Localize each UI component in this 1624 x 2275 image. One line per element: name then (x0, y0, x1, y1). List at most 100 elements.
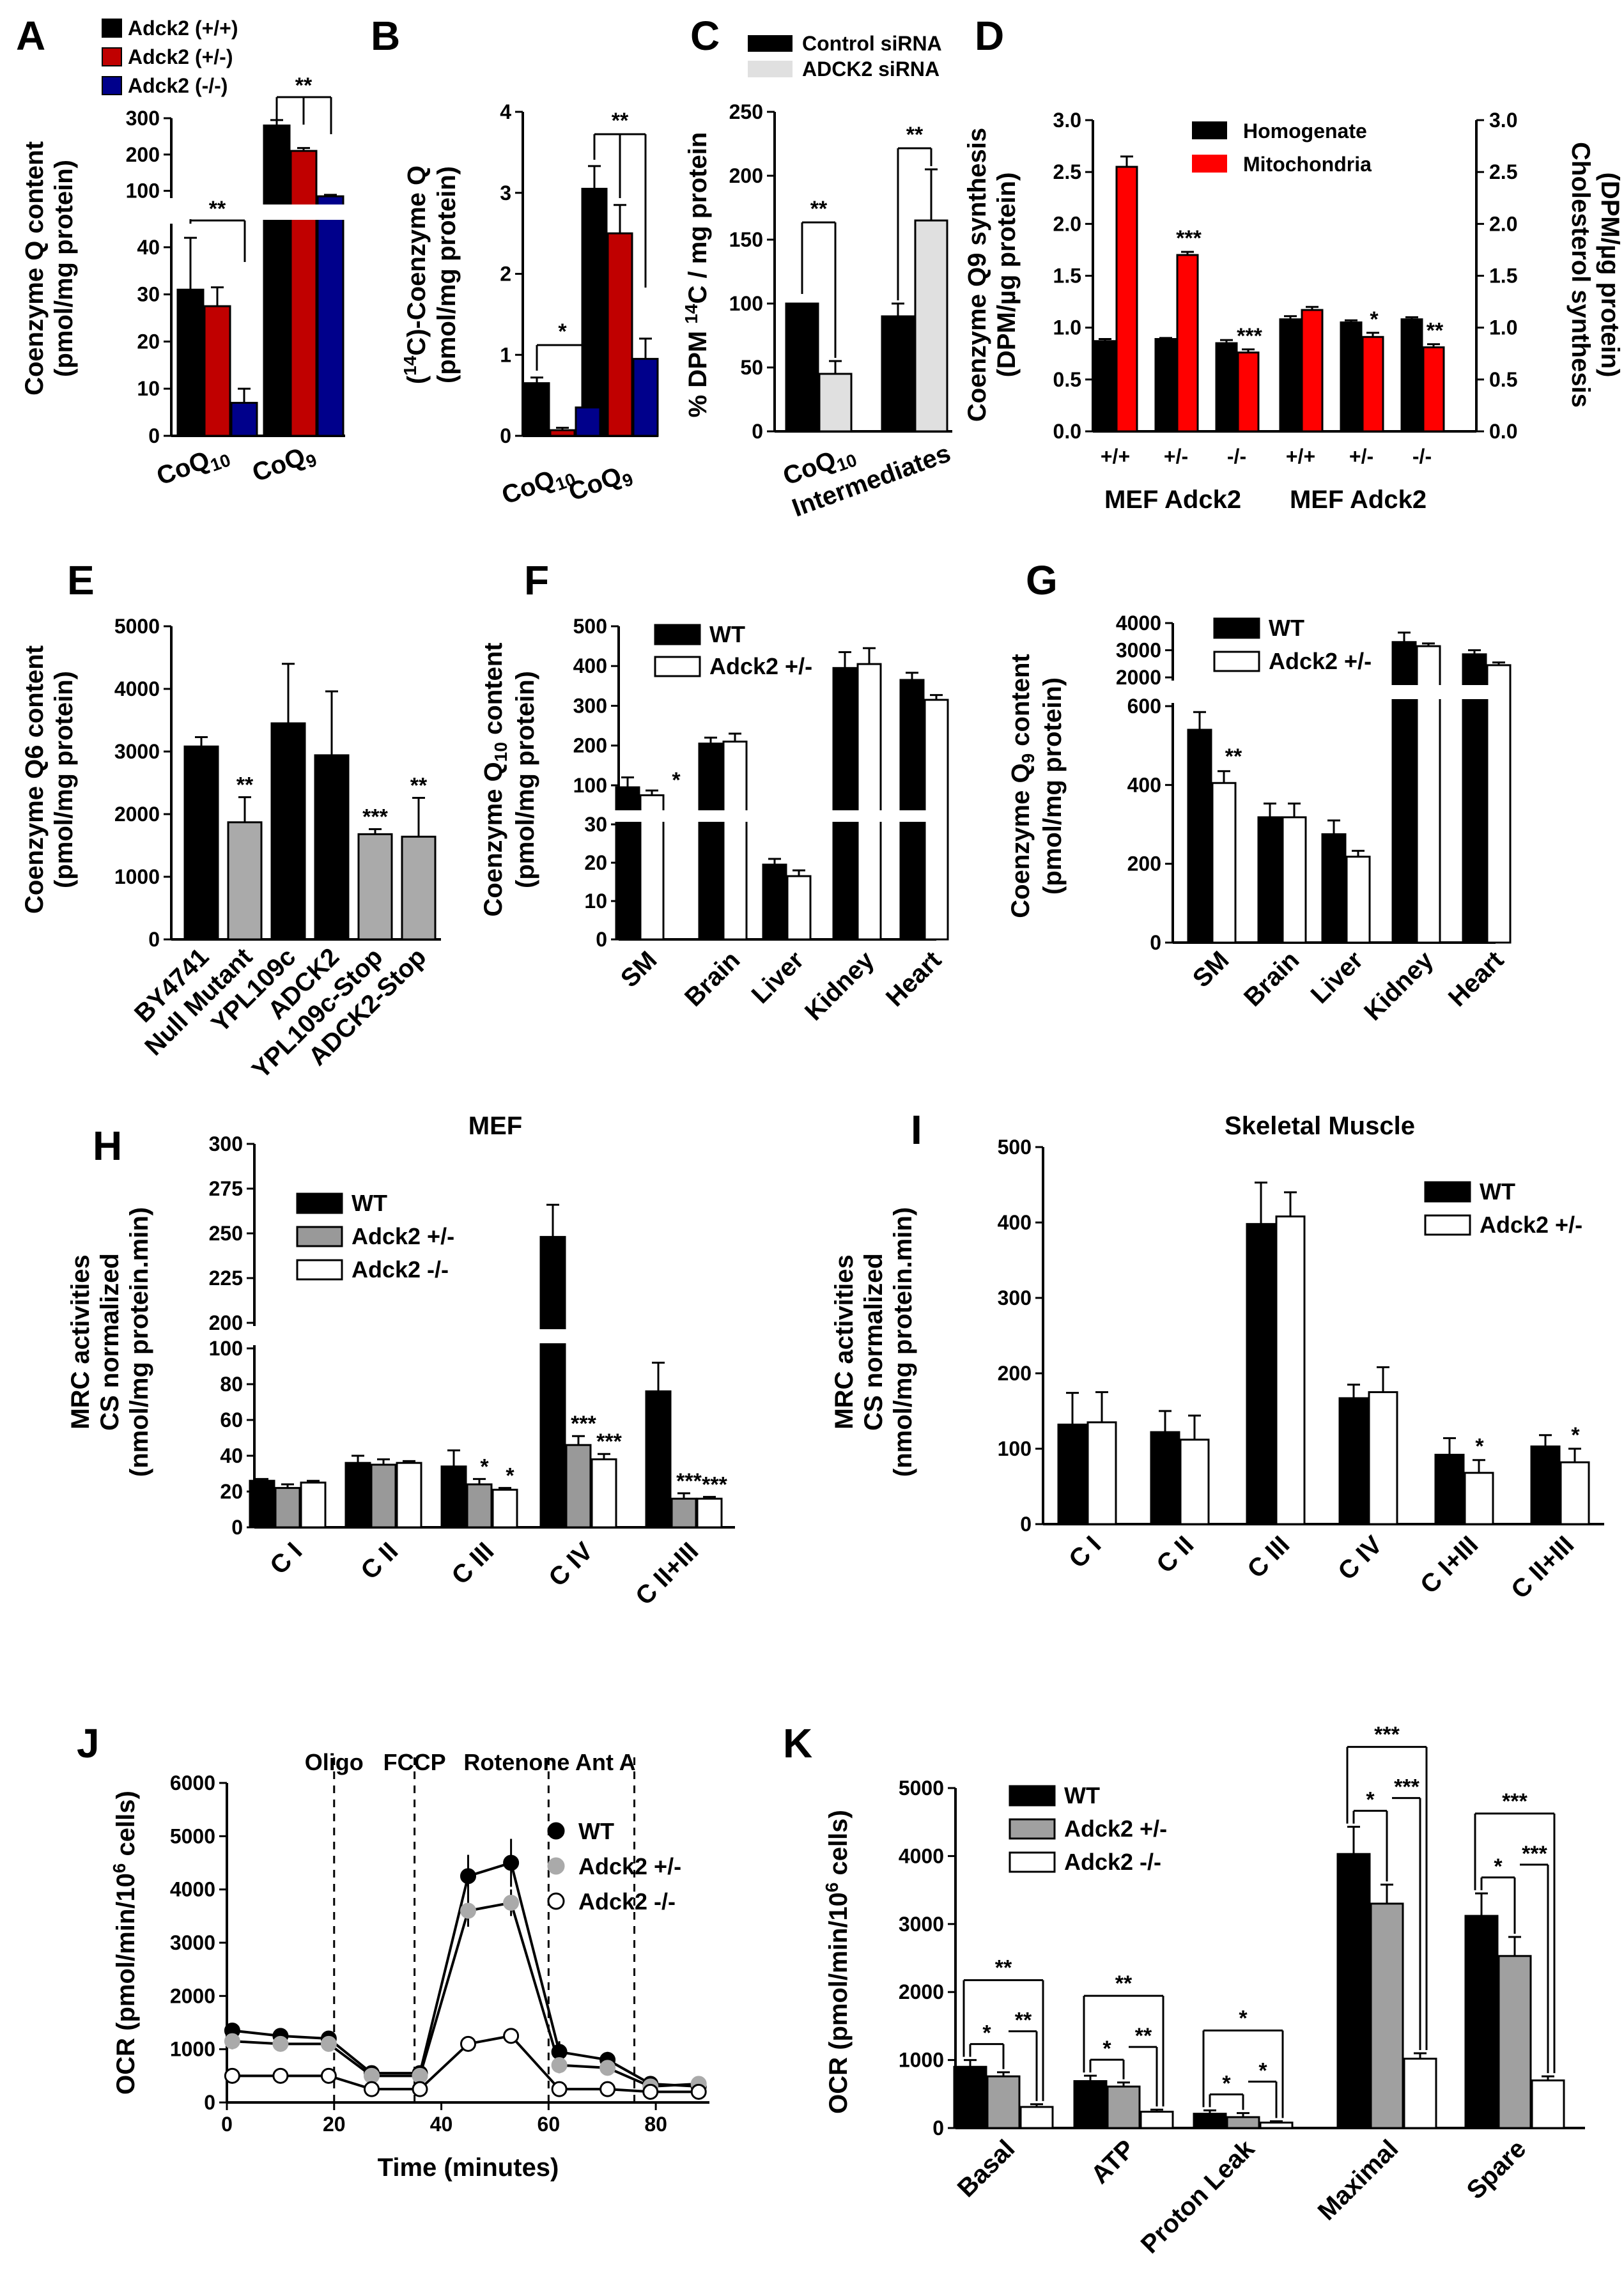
bar (249, 1479, 275, 1529)
bar (1094, 340, 1117, 433)
data-point (503, 2028, 520, 2044)
panel-label: C (690, 13, 720, 59)
y-tick-label: 5000 (170, 1824, 215, 1847)
y-axis-label: CS normalized (96, 1253, 124, 1431)
y-tick-label: 3.0 (1489, 109, 1517, 132)
y-tick-label: 0 (932, 2117, 944, 2140)
bar (230, 401, 258, 437)
legend-swatch (1192, 155, 1227, 173)
y-tick-label: 0 (1150, 931, 1161, 954)
data-point (503, 1855, 520, 1871)
y-tick-label: 3.0 (1053, 109, 1081, 132)
bar (1179, 1438, 1210, 1525)
bar (1464, 1915, 1499, 2129)
data-point (690, 2083, 707, 2100)
legend-swatch (1424, 1214, 1471, 1236)
y-axis-label: Coenzyme Q9 content (1007, 654, 1038, 918)
sig-label: *** (1394, 1775, 1419, 1800)
y-axis-label: Coenzyme Q6 content (20, 645, 49, 914)
panel-label: B (371, 13, 400, 59)
bar (539, 1236, 566, 1529)
bar (581, 187, 608, 437)
group-label: MEF Adck2 (1104, 486, 1241, 514)
y-tick-label: 3000 (170, 1931, 215, 1954)
y-tick-label: 1000 (114, 865, 160, 888)
annotation: FCCP (383, 1749, 446, 1775)
panel-k: K 0 1000 2000 3000 4000 5000 OCR (pmol/min/106 … (783, 1720, 1585, 2259)
bar (722, 740, 748, 941)
bar (1403, 2057, 1437, 2129)
legend-label: Adck2 -/- (1064, 1849, 1161, 1875)
y-tick-label: 100 (209, 1337, 243, 1360)
x-tick-label: C I (265, 1537, 307, 1580)
sig-label: * (1571, 1423, 1580, 1447)
axis-break (1166, 685, 1499, 699)
panel-label: F (524, 557, 549, 603)
legend-swatch (1213, 651, 1260, 672)
y-tick-label: 0.0 (1053, 420, 1081, 443)
data-point (224, 2067, 240, 2084)
sig-label: *** (1176, 226, 1202, 251)
y-tick-label: 2000 (170, 1984, 215, 2007)
bar (1281, 816, 1307, 944)
data-point (320, 2035, 337, 2052)
panel-label: I (911, 1107, 922, 1153)
y-axis-label: Coenzyme Q10 content (479, 643, 511, 917)
y-tick-label: 2.0 (1489, 212, 1517, 235)
x-tick-label: CoQ10 (153, 439, 233, 494)
group-label: MEF Adck2 (1290, 486, 1427, 514)
legend-label: Mitochondria (1243, 153, 1372, 176)
sig-label: * (1222, 2071, 1231, 2095)
x-tick-label: Brain (1239, 946, 1304, 1012)
y-tick-label: 200 (573, 734, 607, 757)
y-axis-label: CS normalized (860, 1253, 888, 1431)
x-tick-label: 60 (537, 2113, 561, 2136)
sig-label: *** (1237, 324, 1262, 348)
legend-swatch (1009, 1785, 1056, 1807)
sig-label: ** (810, 197, 828, 221)
panel-i: I Skeletal Muscle 0 100 200 300 400 500 MRC acti… (830, 1107, 1604, 1604)
bar (263, 124, 291, 437)
bar (314, 754, 350, 941)
legend-swatch (1009, 1851, 1056, 1873)
bar (1340, 321, 1363, 433)
x-tick-label: +/- (1164, 445, 1188, 468)
sig-label: * (1102, 2037, 1111, 2061)
y-tick-label: 600 (1127, 695, 1161, 718)
annotation: Rotenone Ant A (463, 1749, 635, 1775)
data-point (460, 1902, 476, 1919)
sig-label: * (1258, 2058, 1267, 2083)
y-axis-label: Coenzyme Q9 synthesis (963, 128, 991, 422)
y-axis-label: (pmol/mg protein) (433, 166, 461, 383)
x-tick-label: C II (1151, 1531, 1199, 1578)
chart-title: Skeletal Muscle (1225, 1112, 1415, 1140)
legend-label: WT (1269, 615, 1304, 641)
panel-e: E 0 1000 2000 3000 4000 5000 Coenzyme Q6 conten… (20, 557, 441, 1084)
panel-label: E (67, 557, 95, 603)
sig-label: * (558, 320, 567, 344)
sig-label: ** (1135, 2024, 1152, 2048)
y-tick-label: 1.5 (1489, 265, 1517, 288)
sig-label: ** (1225, 744, 1242, 769)
bar (914, 219, 948, 433)
panel-c: C 0 50 100 150 200 250 % DPM 14C / mg protein **… (681, 13, 954, 522)
y-tick-label: 500 (573, 615, 607, 638)
y-tick-label: 0 (1020, 1513, 1032, 1536)
sig-label: * (982, 2021, 991, 2046)
bar (591, 1458, 617, 1529)
bar (1246, 1222, 1276, 1525)
bar (899, 679, 925, 941)
legend-label: Adck2 +/- (1064, 1816, 1167, 1842)
sig-label: ** (1427, 319, 1444, 343)
bar (401, 835, 437, 941)
legend-label: WT (1064, 1782, 1100, 1808)
bar (466, 1483, 493, 1529)
y-tick-label: 4 (500, 100, 511, 123)
x-tick-label: 80 (644, 2113, 667, 2136)
data-point (364, 2067, 380, 2084)
x-tick-label: C II (355, 1537, 403, 1585)
bar (440, 1465, 467, 1529)
sig-label: *** (362, 805, 388, 829)
sig-label: ** (295, 73, 313, 98)
bar (575, 406, 601, 437)
